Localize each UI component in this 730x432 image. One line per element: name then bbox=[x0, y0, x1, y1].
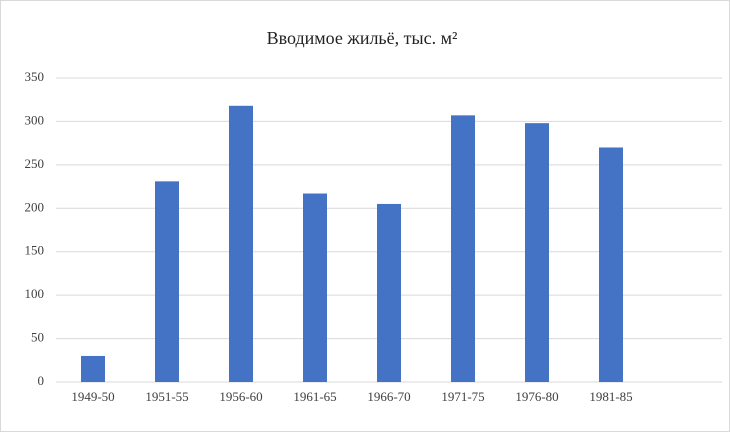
x-tick-label: 1956-60 bbox=[219, 389, 262, 404]
y-tick-label: 300 bbox=[25, 112, 45, 127]
bar bbox=[303, 193, 327, 382]
bar bbox=[525, 123, 549, 382]
y-tick-label: 50 bbox=[31, 330, 44, 345]
x-tick-label: 1971-75 bbox=[441, 389, 484, 404]
bar bbox=[155, 181, 179, 382]
bar bbox=[377, 203, 401, 382]
x-tick-label: 1961-65 bbox=[293, 389, 336, 404]
y-tick-label: 250 bbox=[25, 156, 45, 171]
x-tick-label: 1951-55 bbox=[145, 389, 188, 404]
y-tick-label: 0 bbox=[38, 373, 45, 388]
y-tick-label: 100 bbox=[25, 286, 45, 301]
x-tick-label: 1949-50 bbox=[71, 389, 114, 404]
bar bbox=[81, 355, 105, 382]
bar bbox=[229, 105, 253, 383]
y-tick-label: 200 bbox=[25, 199, 45, 214]
y-tick-label: 150 bbox=[25, 243, 45, 258]
x-tick-label: 1981-85 bbox=[589, 389, 632, 404]
y-tick-label: 350 bbox=[25, 69, 45, 84]
x-tick-label: 1966-70 bbox=[367, 389, 410, 404]
bar bbox=[451, 115, 475, 382]
bar bbox=[599, 147, 623, 382]
x-tick-label: 1976-80 bbox=[515, 389, 558, 404]
chart-title: Вводимое жильё, тыс. м² bbox=[267, 28, 458, 48]
